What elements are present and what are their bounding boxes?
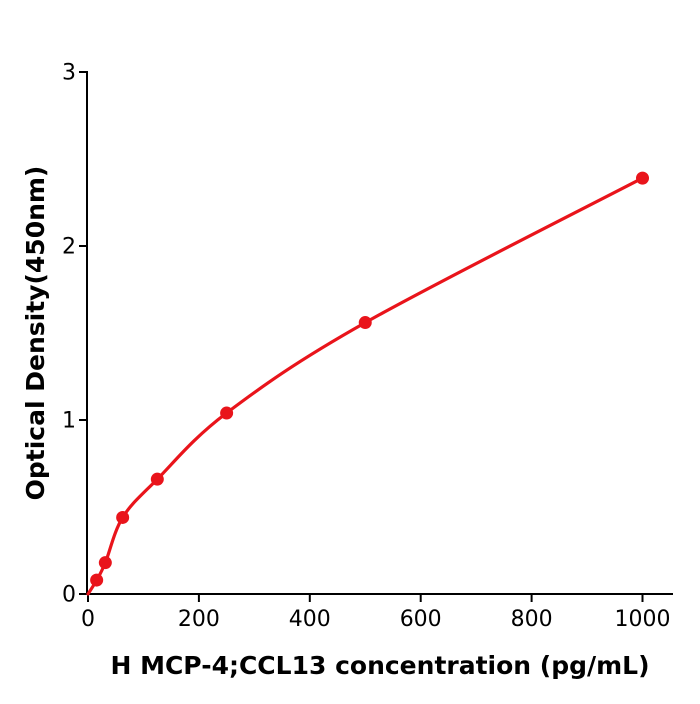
x-tick-label: 400: [289, 607, 331, 632]
x-axis-title: H MCP-4;CCL13 concentration (pg/mL): [110, 651, 649, 680]
y-tick-label: 0: [62, 583, 76, 608]
x-tick-label: 0: [81, 607, 95, 632]
y-axis-title: Optical Density(450nm): [21, 166, 50, 501]
data-point: [116, 510, 130, 524]
data-point: [636, 171, 650, 185]
data-point: [90, 573, 104, 587]
x-tick-label: 1000: [615, 607, 671, 632]
standard-curve-line: [86, 176, 645, 596]
y-tick-label: 1: [62, 409, 76, 434]
axes: 0 200 400 600 800 1000 0 1 2 3: [62, 61, 673, 632]
x-tick-label: 200: [178, 607, 220, 632]
data-point: [220, 406, 234, 420]
data-point: [150, 472, 164, 486]
data-series: [86, 171, 650, 596]
y-tick-label: 2: [62, 235, 76, 260]
y-tick-label: 3: [62, 61, 76, 86]
data-point: [358, 316, 372, 330]
x-tick-label: 600: [400, 607, 442, 632]
data-point: [98, 556, 112, 570]
x-tick-label: 800: [511, 607, 553, 632]
